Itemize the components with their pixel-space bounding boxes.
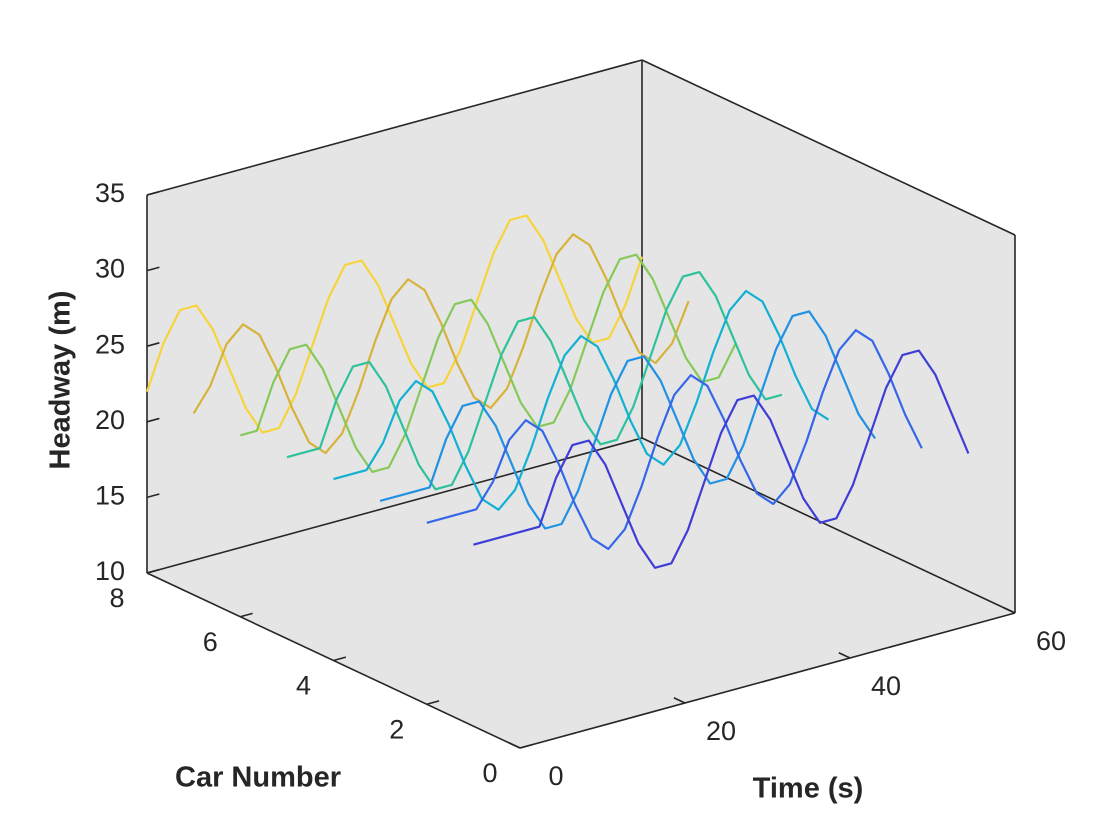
- series-line: [240, 253, 737, 473]
- tick-mark: [146, 342, 160, 347]
- tick-mark: [146, 493, 160, 499]
- series-line: [473, 349, 970, 569]
- x-tick-label: 60: [1036, 626, 1066, 656]
- axes-panel: [147, 438, 1015, 748]
- z-tick-label: 25: [95, 329, 125, 359]
- z-tick-label: 30: [95, 254, 125, 284]
- axes-edge: [146, 437, 643, 574]
- tick-mark: [673, 697, 686, 704]
- axes-panel: [147, 60, 642, 573]
- y-tick-label: 4: [296, 671, 311, 701]
- x-tick-label: 40: [871, 671, 901, 701]
- axes-edge: [519, 612, 1016, 749]
- tick-mark: [426, 700, 440, 706]
- z-tick-label: 20: [95, 405, 125, 435]
- series-line: [145, 214, 644, 434]
- z-axis-label: Headway (m): [45, 291, 77, 470]
- series-line: [379, 310, 877, 530]
- x-tick-label: 20: [706, 716, 736, 746]
- x-axis-label: Time (s): [753, 773, 864, 805]
- y-axis-label: Car Number: [175, 762, 341, 794]
- tick-mark: [838, 652, 851, 659]
- tick-mark: [519, 743, 533, 749]
- tick-mark: [146, 266, 160, 272]
- axes-edge: [641, 437, 1016, 614]
- axes-edge: [641, 59, 1016, 236]
- series-line: [286, 271, 783, 491]
- series-line: [426, 329, 923, 550]
- z-tick-label: 35: [95, 178, 125, 208]
- tick-mark: [146, 568, 160, 574]
- y-tick-label: 6: [203, 627, 218, 657]
- y-tick-label: 8: [109, 583, 124, 613]
- y-tick-label: 2: [389, 714, 404, 744]
- tick-mark: [240, 612, 253, 618]
- axes-edge: [146, 59, 643, 196]
- axes-box: [146, 59, 1016, 749]
- z-tick-label: 15: [95, 481, 125, 511]
- z-tick-label: 10: [95, 556, 125, 586]
- axes-panel: [642, 60, 1015, 613]
- tick-mark: [1003, 607, 1016, 614]
- tick-mark: [146, 417, 160, 423]
- tick-mark: [333, 656, 347, 662]
- tick-mark: [508, 742, 521, 749]
- tick-mark: [146, 190, 160, 196]
- series-line: [333, 289, 830, 511]
- x-tick-label: 0: [548, 761, 563, 791]
- series-line: [192, 233, 690, 455]
- y-tick-label: 0: [482, 758, 497, 788]
